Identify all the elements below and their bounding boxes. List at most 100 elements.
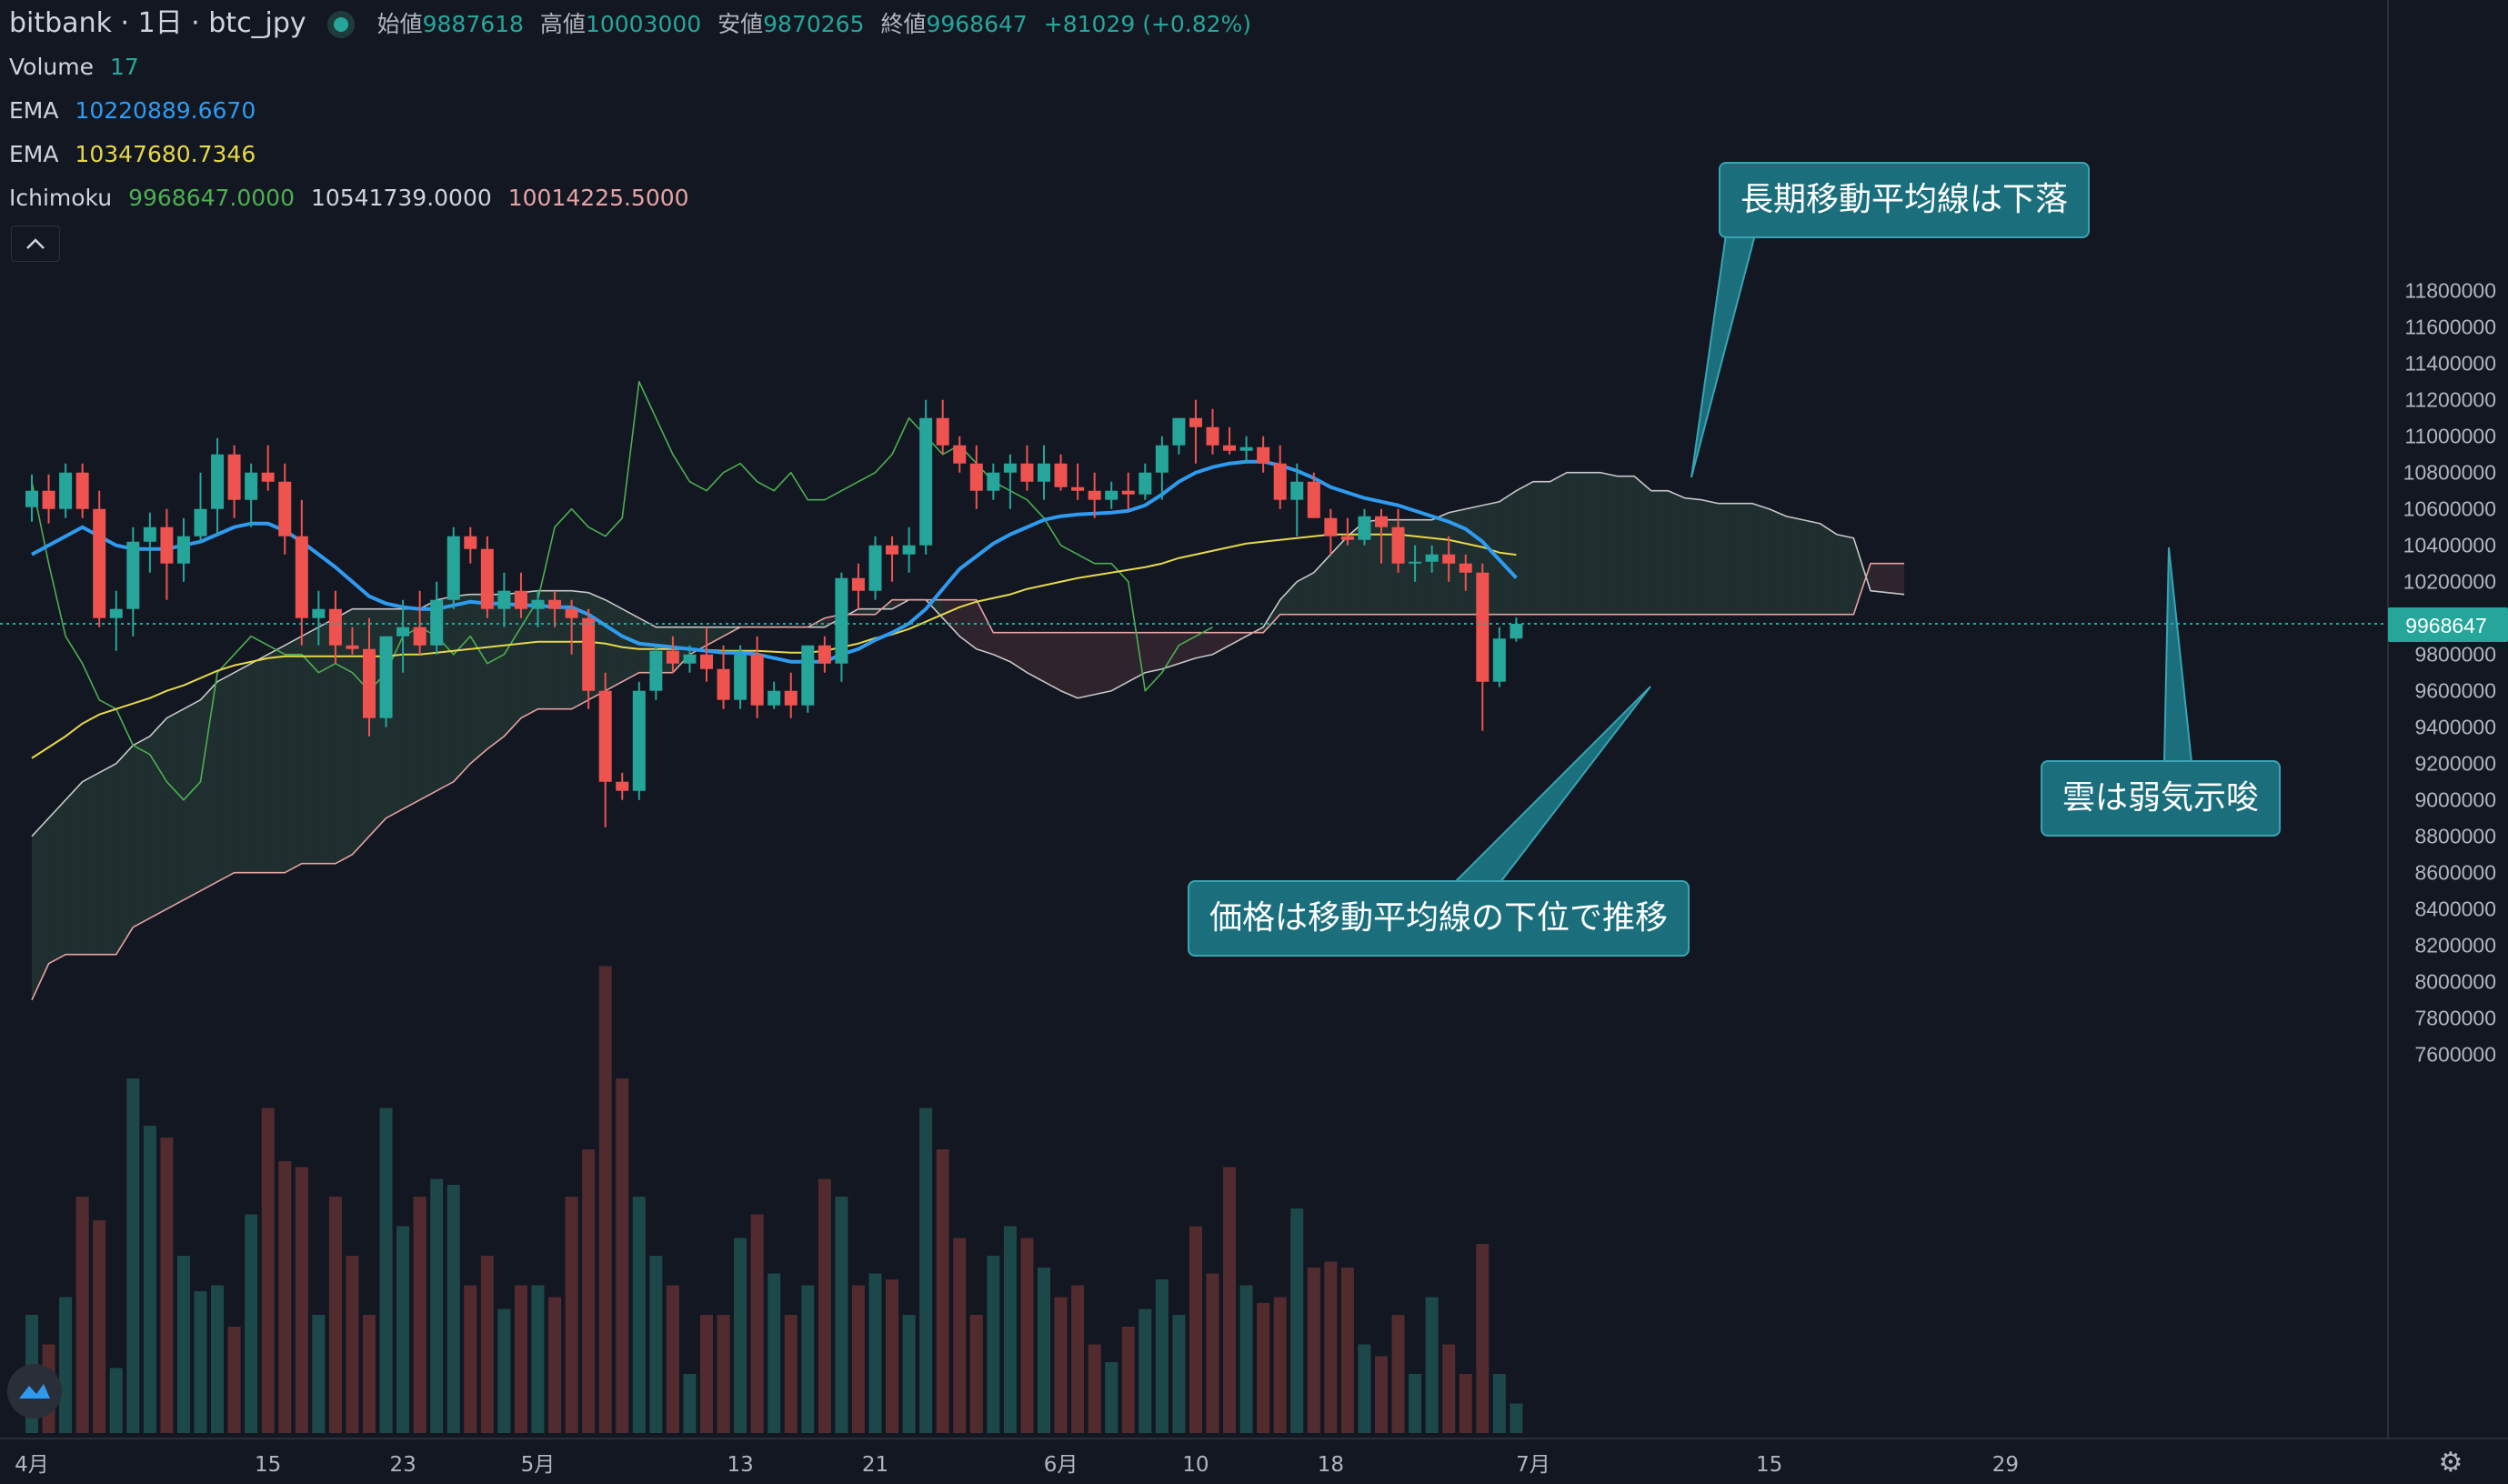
candle	[598, 672, 612, 827]
ema-slow-legend[interactable]: EMA 10347680.7346	[9, 133, 265, 176]
cloud-segment	[1684, 497, 1702, 615]
candle	[1105, 481, 1119, 509]
candle-body	[598, 690, 612, 782]
candle	[818, 636, 831, 673]
cloud-segment	[267, 645, 286, 873]
candle	[1510, 617, 1523, 642]
cloud-segment	[520, 590, 538, 718]
cloud-segment	[166, 708, 184, 909]
cloud-segment	[1870, 563, 1888, 593]
volume-bar	[1206, 1273, 1219, 1433]
candle-body	[1476, 572, 1490, 682]
candle	[1206, 408, 1219, 455]
candle-body	[464, 536, 477, 549]
volume-bar	[1257, 1303, 1270, 1433]
cloud-segment	[335, 608, 353, 864]
price-axis-tick: 11400000	[2404, 352, 2496, 376]
candle-body	[1020, 463, 1034, 482]
ohlc-high-label: 高値	[539, 11, 586, 37]
candle-body	[683, 654, 697, 664]
volume-bar	[1409, 1374, 1422, 1433]
cloud-segment	[133, 736, 150, 928]
volume-bar	[700, 1315, 713, 1433]
volume-bar	[953, 1238, 967, 1433]
volume-bar	[93, 1220, 106, 1433]
candle-body	[109, 608, 123, 618]
callout-price-below: 価格は移動平均線の下位で推移	[1188, 880, 1690, 957]
cloud-segment	[470, 594, 487, 764]
candle-body	[902, 545, 916, 555]
candle	[1409, 545, 1422, 582]
cloud-segment	[419, 599, 437, 800]
volume-bar	[565, 1197, 578, 1433]
candle	[1340, 517, 1354, 546]
candle-body	[245, 472, 258, 500]
cloud-segment	[183, 699, 201, 900]
cloud-segment	[1650, 490, 1669, 615]
candle	[446, 526, 460, 609]
candle	[42, 474, 55, 524]
candle	[632, 681, 646, 800]
ema-fast-label: EMA	[9, 97, 59, 124]
cloud-segment	[1330, 536, 1348, 615]
symbol-legend: bitbank · 1日 · btc_jpy 始値9887618 高値10003…	[9, 2, 1260, 46]
candle-body	[295, 536, 308, 618]
candle	[953, 436, 967, 473]
candle-body	[211, 454, 225, 509]
candle-body	[446, 536, 460, 600]
cloud-segment	[99, 763, 116, 955]
cloud-segment	[1145, 632, 1162, 673]
candle	[227, 445, 241, 518]
candle-body	[1054, 463, 1068, 487]
candle-body	[1003, 463, 1017, 473]
candle-body	[801, 645, 815, 706]
candle	[514, 572, 527, 618]
volume-legend[interactable]: Volume 17	[9, 45, 148, 89]
candle	[379, 636, 393, 727]
volume-bar	[734, 1238, 747, 1433]
candle	[1038, 445, 1050, 500]
volume-bar	[1358, 1344, 1371, 1433]
time-axis: 4月 15 23 5月 13 21 6月 10 18 7月 15 29	[15, 1453, 2019, 1477]
volume-bar	[902, 1315, 916, 1433]
cloud-segment	[858, 608, 876, 615]
cloud-segment	[1820, 523, 1837, 615]
cloud-segment	[453, 594, 471, 782]
volume-bar	[346, 1256, 359, 1433]
cloud-segment	[285, 636, 302, 873]
ohlc-open: 9887618	[422, 11, 524, 37]
candle	[480, 536, 494, 618]
candle	[1088, 472, 1101, 518]
volume-bar	[143, 1126, 156, 1433]
tradingview-logo-icon[interactable]	[7, 1364, 62, 1419]
volume-bar	[1476, 1244, 1490, 1433]
candle	[886, 536, 899, 582]
candle	[1054, 454, 1068, 491]
candle-body	[1324, 517, 1338, 536]
candle	[245, 463, 258, 527]
candle	[278, 463, 292, 555]
candle	[1391, 508, 1405, 573]
gear-icon[interactable]: ⚙	[2438, 1447, 2463, 1479]
volume-bar	[1340, 1268, 1354, 1433]
candle-body	[700, 654, 713, 669]
candle	[1139, 463, 1152, 500]
cloud-segment	[1078, 632, 1095, 698]
candle-body	[379, 636, 393, 718]
symbol-line[interactable]: bitbank · 1日 · btc_jpy	[9, 7, 306, 39]
collapse-legend-button[interactable]	[11, 226, 60, 262]
ichimoku-legend[interactable]: Ichimoku 9968647.0000 10541739.0000 1001…	[9, 176, 698, 220]
price-axis-tick: 7600000	[2414, 1043, 2496, 1067]
time-axis-label: 15	[255, 1453, 281, 1477]
candle	[548, 590, 562, 627]
callout-arrows	[1452, 234, 2193, 883]
cloud-segment	[1532, 481, 1550, 615]
candle	[801, 645, 815, 713]
ohlc-close: 9968647	[926, 11, 1028, 37]
volume-bar	[328, 1197, 342, 1433]
candle-body	[278, 481, 292, 536]
price-axis-tick: 8800000	[2414, 825, 2496, 848]
candle-body	[480, 548, 494, 609]
ema-fast-legend[interactable]: EMA 10220889.6670	[9, 89, 265, 133]
